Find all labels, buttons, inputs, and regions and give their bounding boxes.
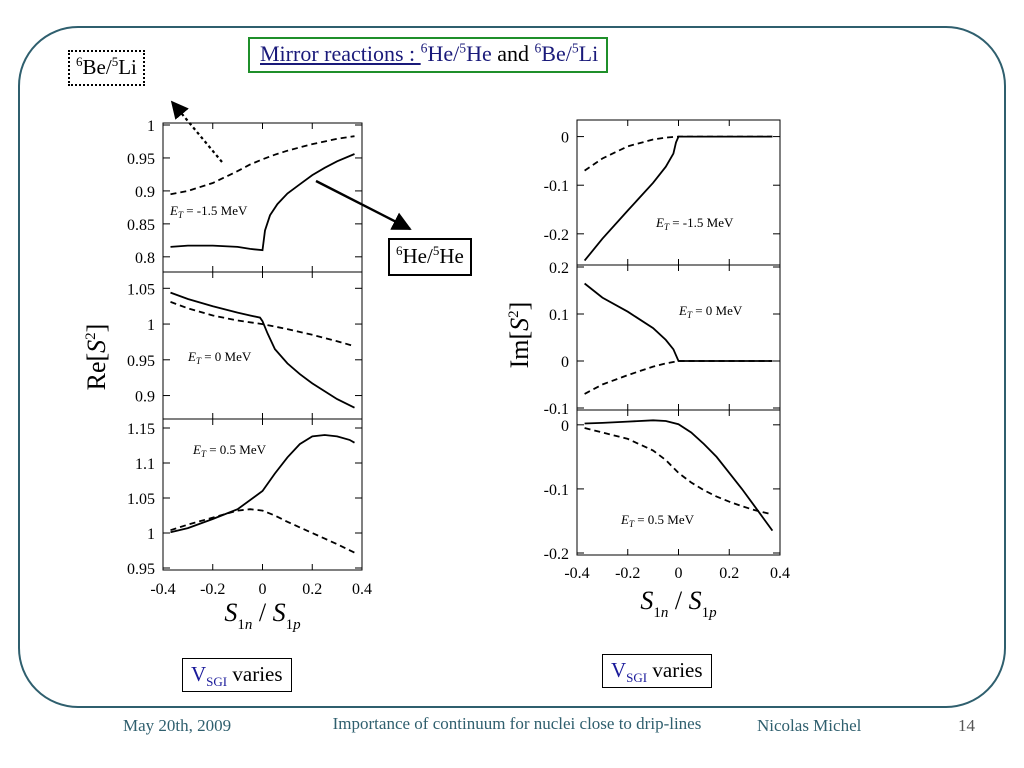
panel-annotation: ET = 0 MeV — [187, 349, 252, 366]
y-tick-label: 0 — [561, 418, 569, 435]
x-tick-label: 0.2 — [719, 565, 739, 582]
y-tick-label: 0.1 — [549, 307, 569, 324]
panel-annotation: ET = 0.5 MeV — [192, 442, 267, 459]
he-he-label: 6He/5He — [388, 238, 472, 276]
y-axis-label: Re[S2] — [82, 324, 111, 391]
footer-title: Importance of continuum for nuclei close… — [332, 714, 702, 733]
y-tick-label: 0.8 — [135, 250, 155, 267]
y-tick-label: 1.1 — [135, 456, 155, 473]
series-line-dashed — [584, 135, 773, 172]
y-tick-label: -0.2 — [544, 227, 569, 244]
y-tick-label: 1 — [147, 118, 155, 135]
panel-annotation: ET = 0.5 MeV — [620, 512, 695, 529]
y-tick-label: -0.1 — [544, 482, 569, 499]
slide-frame — [18, 26, 1006, 708]
panel-3: -0.2 -0.1 0 ET = 0.5 MeV — [544, 409, 781, 563]
x-tick-label: -0.2 — [200, 581, 225, 598]
series-line-dashed — [170, 135, 355, 196]
y-axis-label: Im[S2] — [505, 302, 534, 369]
vsgi-varies-left: VSGI varies — [182, 658, 292, 692]
he-he-pointer-arrow — [315, 179, 412, 231]
panel-2: 0.9 0.95 1 1.05 ET = 0 MeV — [127, 271, 363, 420]
series-line-solid — [583, 135, 773, 262]
slide-title: Mirror reactions : 6He/5He and 6Be/5Li — [248, 37, 609, 73]
y-tick-label: 1.05 — [127, 491, 155, 508]
y-tick-label: 1 — [147, 317, 155, 334]
panel-frame — [576, 409, 781, 556]
series-line-solid — [584, 419, 774, 532]
series-line-solid — [584, 282, 773, 362]
x-tick-label: 0.4 — [352, 581, 372, 598]
x-tick-label: 0 — [259, 581, 267, 598]
panel-1: 0.8 0.85 0.9 0.95 1 ET = -1.5 MeV — [127, 118, 363, 273]
be-li-label: 6Be/5Li — [68, 50, 145, 86]
footer-date: May 20th, 2009 — [123, 716, 232, 735]
series-line-solid — [170, 434, 355, 534]
y-tick-label: 0 — [561, 354, 569, 371]
vsgi-varies-right: VSGI varies — [602, 654, 712, 688]
panel-annotation: ET = 0 MeV — [678, 303, 743, 320]
x-axis-label: S1n / S1p — [224, 598, 301, 633]
panel-annotation: ET = -1.5 MeV — [169, 203, 248, 220]
x-tick-label: 0 — [675, 565, 683, 582]
x-tick-label: -0.4 — [150, 581, 175, 598]
y-tick-label: 0.95 — [127, 561, 155, 578]
series-line-solid — [170, 153, 355, 252]
y-tick-label: 1.05 — [127, 281, 155, 298]
x-tick-label: 0.2 — [302, 581, 322, 598]
panel-annotation: ET = -1.5 MeV — [655, 215, 734, 232]
series-line-solid — [170, 291, 355, 409]
y-tick-label: 0 — [561, 130, 569, 147]
y-tick-label: -0.2 — [544, 546, 569, 563]
panel-3: 0.95 1 1.05 1.1 1.15 ET = 0.5 MeV — [127, 418, 363, 578]
series-line-dashed — [170, 301, 355, 348]
footer-page-number: 14 — [958, 716, 975, 735]
y-tick-label: -0.1 — [544, 178, 569, 195]
x-tick-label: 0.4 — [770, 565, 790, 582]
panel-frame — [576, 119, 781, 266]
y-tick-label: 1.15 — [127, 421, 155, 438]
x-tick-label: -0.4 — [564, 565, 589, 582]
y-tick-label: 0.95 — [127, 151, 155, 168]
y-tick-label: 0.2 — [549, 260, 569, 277]
y-tick-label: 1 — [147, 526, 155, 543]
series-line-dashed — [584, 360, 773, 395]
y-tick-label: 0.95 — [127, 353, 155, 370]
panel-frame — [576, 264, 781, 411]
y-tick-label: -0.1 — [544, 401, 569, 418]
x-axis-label: S1n / S1p — [640, 586, 717, 621]
x-tick-label: -0.2 — [615, 565, 640, 582]
panel-2: -0.1 0 0.1 0.2 ET = 0 MeV — [544, 260, 781, 418]
panel-1: -0.2 -0.1 0 ET = -1.5 MeV — [544, 119, 781, 266]
y-tick-label: 0.85 — [127, 217, 155, 234]
y-tick-label: 0.9 — [135, 389, 155, 406]
re-s2-chart: 0.8 0.85 0.9 0.95 1 ET = -1.5 MeV 0.9 0.95 1 1.05… — [82, 118, 372, 633]
y-tick-label: 0.9 — [135, 184, 155, 201]
footer-author: Nicolas Michel — [757, 716, 862, 735]
title-prefix: Mirror reactions : — [260, 41, 421, 66]
series-line-dashed — [170, 508, 355, 554]
be-li-pointer-arrow — [170, 100, 223, 163]
series-line-dashed — [584, 427, 773, 516]
